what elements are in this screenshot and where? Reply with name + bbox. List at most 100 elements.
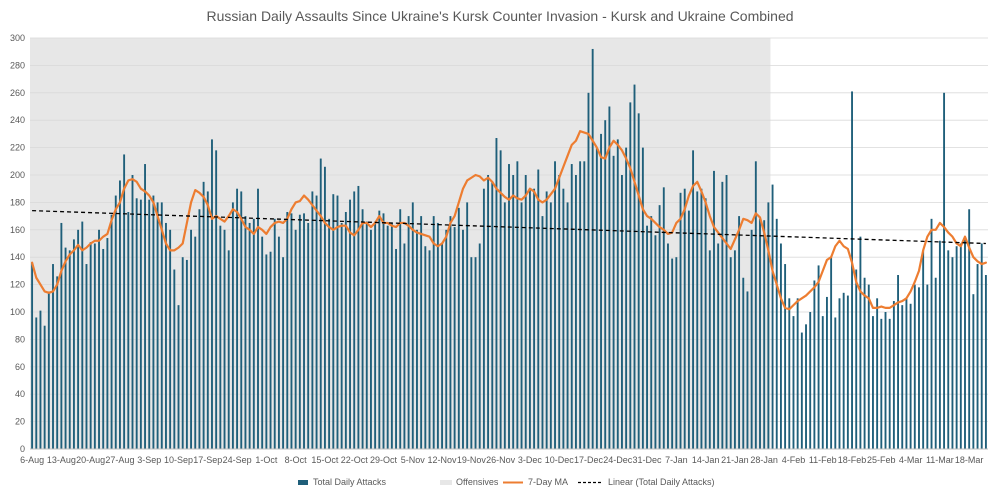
bar [533,188,536,449]
bar [926,284,929,449]
bar [625,147,628,449]
bar [541,216,544,449]
legend-label-linear-trend: Linear (Total Daily Attacks) [608,477,715,487]
bar [754,161,757,450]
x-tick-label: 4-Feb [782,455,806,465]
bar [683,188,686,449]
x-tick-label: 10-Dec [545,455,575,465]
bar [206,191,209,449]
bar [675,257,678,449]
y-tick-label: 0 [20,444,25,454]
bar [390,222,393,449]
bar [248,222,251,449]
bar [265,254,268,449]
y-tick-label: 120 [10,280,25,290]
bar [93,243,96,449]
bar [315,195,318,449]
y-tick-label: 140 [10,252,25,262]
legend-swatch-total-daily-attacks [298,480,308,485]
bar [846,295,849,449]
bar [244,216,247,449]
bar [750,229,753,449]
bar [349,199,351,449]
bar [303,213,305,449]
bar [825,296,828,449]
bar [227,250,230,449]
bar [788,298,791,449]
bar [215,150,218,449]
bar [64,247,67,449]
bar [47,291,50,449]
bar [386,225,389,449]
bar [344,211,347,449]
bar [574,175,577,449]
bar [687,210,690,449]
bar [872,316,874,449]
bar [863,277,866,449]
bar [901,305,904,449]
bar [131,175,134,449]
bar [77,229,80,449]
x-tick-label: 7-Jan [665,455,688,465]
bar [775,218,778,449]
x-tick-label: 14-Jan [692,455,720,465]
bar [223,229,226,449]
bar [813,280,816,449]
bar [654,235,657,449]
bar [938,240,941,449]
bar [713,170,715,449]
bar [742,277,745,449]
bar [516,161,519,450]
bar [457,207,460,449]
series-line-linear-trend [32,209,986,245]
bar [821,316,824,449]
bar [545,191,548,449]
x-tick-label: 24-Dec [603,455,633,465]
bar [897,275,899,449]
bar [156,202,159,449]
x-tick-label: 31-Dec [633,455,663,465]
bar [922,250,925,449]
bar [436,222,439,449]
bar [148,199,151,449]
bar [717,243,720,449]
bar [629,102,632,449]
bar [650,216,653,449]
y-tick-label: 20 [15,417,25,427]
bar [554,161,556,450]
bar [604,120,607,449]
bar [759,218,761,449]
bar [403,243,406,449]
x-tick-label: 4-Mar [899,455,923,465]
bar [416,229,418,449]
bar [89,242,92,449]
bar [106,238,109,449]
bar [838,298,841,449]
bar [621,175,623,449]
x-tick-label: 6-Aug [20,455,44,465]
bar [491,181,494,449]
bar [646,225,648,449]
x-tick-label: 11-Feb [809,455,837,465]
bar [913,284,916,449]
bar [420,216,423,449]
bar [482,188,485,449]
bar [570,164,573,450]
bar [336,195,339,449]
bar [612,155,615,449]
bar [52,264,54,449]
bar [972,294,975,449]
bar [110,214,113,449]
bar [888,318,891,449]
bar [947,250,950,449]
y-tick-label: 100 [10,307,25,317]
bar [257,188,259,449]
bar [441,243,444,449]
bar [637,113,640,449]
bar [809,312,812,449]
legend-label-7-day-ma: 7-Day MA [528,477,568,487]
bar [466,202,469,449]
bar [35,317,38,449]
bar [340,222,343,449]
x-tick-label: 24-Sep [223,455,252,465]
